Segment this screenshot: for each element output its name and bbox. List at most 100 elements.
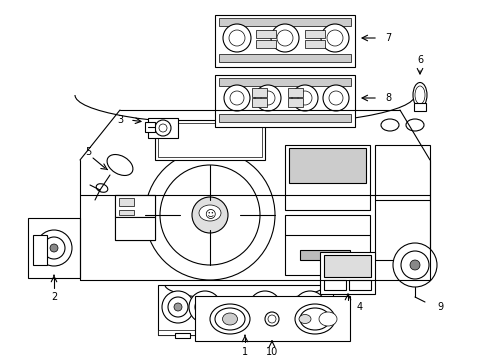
Circle shape	[299, 297, 319, 317]
Text: 3: 3	[117, 115, 123, 125]
Bar	[158, 285, 332, 335]
Bar	[287, 88, 303, 97]
Bar	[256, 30, 275, 38]
Circle shape	[409, 260, 419, 270]
Bar	[215, 75, 354, 127]
Circle shape	[168, 297, 187, 317]
Bar	[158, 330, 332, 335]
Bar	[215, 15, 354, 67]
Text: 10: 10	[265, 347, 278, 357]
Bar	[158, 123, 262, 157]
Ellipse shape	[294, 304, 334, 334]
Circle shape	[224, 85, 249, 111]
Ellipse shape	[209, 304, 249, 334]
Circle shape	[43, 237, 65, 259]
Text: 1: 1	[242, 347, 247, 357]
Text: 4: 4	[356, 302, 362, 312]
Bar	[413, 103, 425, 111]
Bar	[243, 333, 258, 338]
Circle shape	[320, 24, 348, 52]
Text: 7: 7	[384, 33, 390, 43]
Circle shape	[228, 30, 244, 46]
Text: 9: 9	[436, 302, 442, 312]
Ellipse shape	[199, 205, 221, 221]
Ellipse shape	[380, 119, 398, 131]
Bar	[195, 296, 349, 341]
Bar	[148, 118, 178, 138]
Bar	[28, 218, 80, 278]
Bar	[348, 280, 370, 290]
Ellipse shape	[267, 315, 275, 323]
Circle shape	[270, 24, 298, 52]
Circle shape	[36, 230, 72, 266]
Circle shape	[174, 303, 182, 311]
Circle shape	[160, 165, 260, 265]
Circle shape	[400, 251, 428, 279]
Circle shape	[261, 91, 274, 105]
Bar	[305, 30, 325, 38]
Bar	[33, 235, 47, 265]
Bar	[115, 195, 155, 217]
Bar	[319, 252, 374, 294]
Ellipse shape	[298, 315, 310, 324]
Ellipse shape	[318, 312, 336, 326]
Circle shape	[145, 150, 274, 280]
Circle shape	[192, 197, 227, 233]
Bar	[115, 195, 155, 240]
Ellipse shape	[264, 312, 279, 326]
Text: 8: 8	[384, 93, 390, 103]
Circle shape	[305, 303, 313, 311]
Circle shape	[201, 303, 208, 311]
Bar	[251, 98, 266, 107]
Ellipse shape	[215, 308, 244, 330]
Bar	[305, 40, 325, 48]
Ellipse shape	[107, 154, 133, 175]
Bar	[155, 120, 264, 160]
Circle shape	[261, 303, 268, 311]
Bar	[219, 54, 350, 62]
Text: 5: 5	[85, 147, 91, 157]
Ellipse shape	[405, 119, 423, 131]
Circle shape	[248, 291, 281, 323]
Bar	[285, 215, 369, 275]
Bar	[219, 78, 350, 86]
Circle shape	[155, 120, 171, 136]
Ellipse shape	[222, 313, 237, 325]
Ellipse shape	[414, 86, 424, 104]
Circle shape	[223, 24, 250, 52]
Bar	[175, 333, 190, 338]
Bar	[285, 145, 369, 210]
Circle shape	[162, 291, 194, 323]
Bar	[115, 217, 155, 240]
Circle shape	[291, 85, 317, 111]
Bar	[251, 88, 266, 97]
Bar	[119, 198, 134, 206]
Circle shape	[195, 297, 215, 317]
Circle shape	[297, 91, 311, 105]
Circle shape	[189, 291, 221, 323]
Bar	[374, 145, 429, 260]
Bar	[299, 250, 349, 260]
Bar	[324, 280, 346, 290]
Circle shape	[50, 244, 58, 252]
Bar	[119, 210, 134, 215]
Circle shape	[159, 124, 167, 132]
Ellipse shape	[299, 308, 329, 330]
Bar	[219, 18, 350, 26]
Bar	[224, 297, 260, 315]
Text: ☺: ☺	[204, 210, 215, 220]
Ellipse shape	[412, 82, 426, 108]
Bar	[324, 255, 370, 277]
Bar	[145, 122, 155, 132]
Circle shape	[392, 243, 436, 287]
Bar	[288, 148, 365, 183]
Circle shape	[254, 297, 274, 317]
Circle shape	[293, 291, 325, 323]
Bar	[256, 40, 275, 48]
Circle shape	[276, 30, 292, 46]
Bar	[287, 98, 303, 107]
Circle shape	[328, 91, 342, 105]
Text: 6: 6	[416, 55, 422, 65]
Circle shape	[229, 91, 244, 105]
Circle shape	[323, 85, 348, 111]
